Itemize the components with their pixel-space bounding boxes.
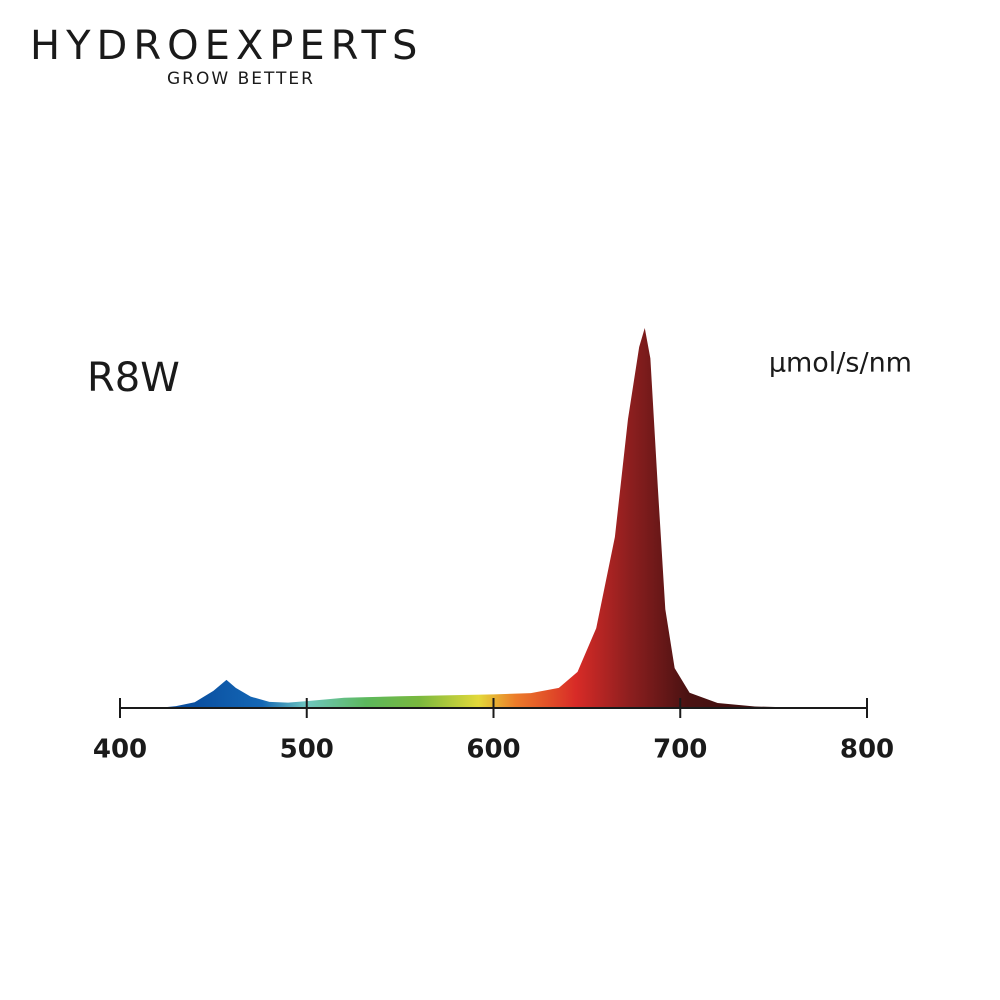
plot: 400 500 600 700 800	[93, 328, 894, 765]
x-tick-label: 700	[653, 735, 707, 765]
x-tick-label: 800	[840, 735, 894, 765]
brand: HYDROEXPERTS	[30, 23, 423, 69]
y-axis-label: µmol/s/nm	[769, 348, 912, 379]
spectrum-area	[157, 328, 811, 708]
x-tick-label: 500	[280, 735, 334, 765]
x-tick-label: 400	[93, 735, 147, 765]
chart-title: R8W	[87, 355, 180, 401]
tagline: GROW BETTER	[167, 69, 315, 89]
x-tick-label: 600	[466, 735, 520, 765]
